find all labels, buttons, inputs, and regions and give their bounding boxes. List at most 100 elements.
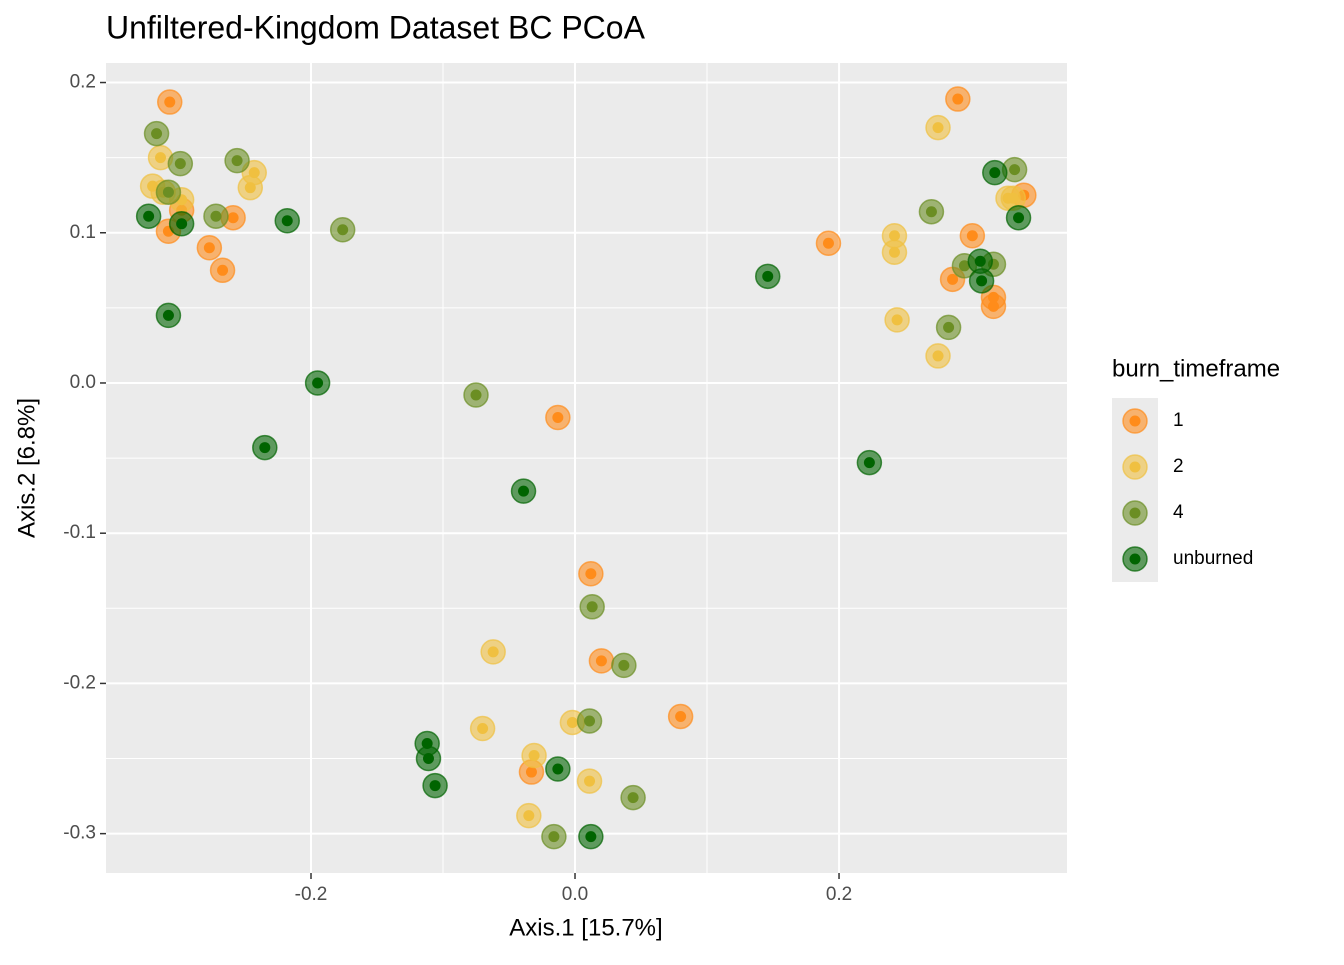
point-core bbox=[217, 264, 229, 276]
point-core bbox=[966, 230, 978, 242]
point-core bbox=[151, 128, 163, 140]
point-core bbox=[566, 716, 578, 728]
point-core bbox=[987, 300, 999, 312]
point bbox=[196, 235, 223, 261]
point bbox=[576, 768, 603, 794]
point bbox=[143, 120, 170, 147]
point bbox=[754, 263, 781, 290]
point bbox=[274, 207, 300, 234]
point bbox=[135, 203, 162, 229]
point-core bbox=[1013, 212, 1025, 224]
y-tick-label: 0.0 bbox=[70, 372, 96, 393]
point-core bbox=[989, 167, 1001, 179]
point-core bbox=[164, 96, 176, 108]
point bbox=[980, 293, 1007, 320]
point-core bbox=[863, 457, 875, 469]
point-core bbox=[523, 810, 535, 822]
point-core bbox=[586, 601, 598, 613]
point-core bbox=[585, 568, 597, 580]
y-axis-label: Axis.2 [6.8%] bbox=[13, 398, 40, 538]
point-core bbox=[259, 442, 271, 454]
point-core bbox=[487, 646, 499, 658]
point bbox=[1000, 185, 1027, 211]
point-core bbox=[584, 715, 596, 727]
legend-label: 1 bbox=[1173, 410, 1184, 431]
point bbox=[1005, 204, 1032, 231]
point-core bbox=[952, 93, 964, 105]
point bbox=[579, 594, 605, 620]
point-core bbox=[227, 212, 239, 224]
point bbox=[667, 703, 694, 730]
point bbox=[203, 203, 229, 229]
point-core bbox=[925, 206, 937, 218]
y-tick-label: -0.1 bbox=[63, 522, 96, 543]
point-core bbox=[947, 273, 959, 285]
point-core bbox=[176, 218, 188, 230]
x-axis-label: Axis.1 [15.7%] bbox=[509, 914, 662, 941]
point-core bbox=[627, 792, 639, 804]
point-core bbox=[470, 389, 482, 401]
point-core bbox=[528, 750, 540, 762]
y-tick-label: 0.2 bbox=[70, 72, 96, 93]
legend-label: unburned bbox=[1173, 548, 1253, 569]
point bbox=[510, 478, 537, 504]
point bbox=[224, 147, 250, 174]
point bbox=[304, 370, 331, 396]
point bbox=[968, 268, 995, 294]
point bbox=[155, 302, 182, 329]
point bbox=[155, 179, 182, 205]
point bbox=[576, 708, 603, 734]
point-core bbox=[891, 314, 903, 326]
point-core bbox=[162, 309, 174, 321]
point-core bbox=[244, 182, 256, 194]
legend-key bbox=[1122, 546, 1148, 572]
point-core bbox=[932, 350, 944, 362]
point-core bbox=[762, 270, 774, 282]
point bbox=[982, 159, 1008, 186]
point-core bbox=[162, 186, 174, 198]
point-core bbox=[203, 242, 215, 254]
point bbox=[545, 756, 571, 782]
point bbox=[611, 652, 637, 679]
point bbox=[516, 802, 542, 829]
point bbox=[209, 257, 236, 284]
point-core bbox=[595, 655, 607, 667]
x-tick-label: 0.0 bbox=[562, 884, 588, 905]
point bbox=[168, 210, 195, 237]
point-core bbox=[1129, 415, 1141, 427]
chart-title: Unfiltered-Kingdom Dataset BC PCoA bbox=[106, 9, 646, 45]
point-core bbox=[143, 210, 155, 222]
point-core bbox=[1007, 192, 1019, 204]
point bbox=[815, 230, 842, 257]
point bbox=[167, 150, 194, 177]
point bbox=[545, 404, 571, 431]
point bbox=[884, 307, 910, 333]
point bbox=[925, 114, 951, 141]
x-tick-label: 0.2 bbox=[826, 884, 852, 905]
point bbox=[578, 823, 604, 850]
point-core bbox=[422, 753, 434, 765]
legend-key bbox=[1122, 454, 1148, 480]
point-core bbox=[888, 246, 900, 258]
point-core bbox=[174, 158, 186, 170]
plot-panel bbox=[106, 63, 1067, 873]
legend-label: 4 bbox=[1173, 502, 1184, 523]
point-core bbox=[1009, 164, 1021, 176]
point bbox=[967, 248, 994, 275]
point bbox=[578, 561, 604, 587]
point-core bbox=[932, 122, 944, 134]
point bbox=[925, 343, 951, 369]
point-core bbox=[552, 412, 564, 424]
point-core bbox=[210, 210, 222, 222]
point bbox=[935, 314, 962, 341]
point-core bbox=[312, 377, 324, 389]
point bbox=[856, 449, 883, 476]
point bbox=[541, 823, 567, 850]
point-core bbox=[976, 275, 988, 287]
y-tick-label: -0.3 bbox=[63, 823, 96, 844]
legend-title: burn_timeframe bbox=[1112, 355, 1280, 382]
y-tick-label: -0.2 bbox=[63, 672, 96, 693]
point bbox=[463, 382, 489, 408]
point-core bbox=[525, 766, 537, 778]
